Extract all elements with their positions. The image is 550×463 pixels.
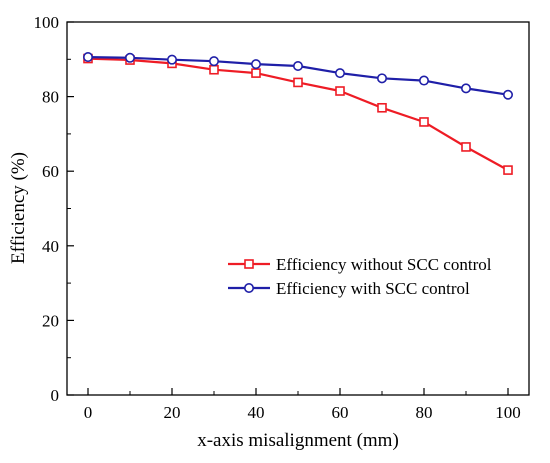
legend-entry-2: Efficiency with SCC control [228,279,470,298]
legend: Efficiency without SCC control Efficiency… [228,255,492,298]
y-tick-label: 20 [42,311,59,330]
series-1-point [377,102,387,113]
series-1-point [293,77,303,88]
y-tick-label: 40 [42,237,59,256]
series-2-point [334,68,345,79]
legend-entry-1: Efficiency without SCC control [228,255,492,274]
x-axis-title: x-axis misalignment (mm) [197,430,399,451]
x-tick-label: 20 [164,403,181,422]
x-tick-label: 80 [416,403,433,422]
y-tick-label: 80 [42,88,59,107]
x-tick-label: 40 [248,403,265,422]
series-1-line [87,57,509,172]
series-1-point [419,117,429,127]
legend-label: Efficiency without SCC control [276,255,492,274]
x-tick-label: 0 [84,403,93,422]
legend-marker [244,259,254,269]
series-2-point [83,52,94,63]
series-layer [83,52,513,175]
series-2-point [209,56,220,67]
series-2-point [251,59,262,70]
legend-label: Efficiency with SCC control [276,279,470,298]
series-2-point [502,89,513,100]
series-1-point [503,165,513,175]
series-2-point [418,75,429,86]
y-tick-label: 100 [34,13,60,32]
series-1-point [251,68,261,78]
series-2 [83,52,513,100]
series-1 [83,53,513,175]
x-tick-label: 60 [332,403,349,422]
series-2-point [167,54,178,65]
series-1-point [461,142,471,152]
x-tick-label: 100 [495,403,521,422]
series-1-point [209,64,219,75]
series-2-point [376,73,387,84]
series-2-point [292,61,303,72]
y-tick-label: 0 [51,386,60,405]
legend-marker [244,282,255,293]
y-tick-label: 60 [42,162,59,181]
series-2-point [460,83,471,94]
series-1-point [335,86,345,96]
series-2-point [125,52,136,63]
axis-ticks: 0 20 40 60 80 100 0 20 40 60 80 100 [34,13,521,422]
y-axis-title: Efficiency (%) [8,152,29,264]
